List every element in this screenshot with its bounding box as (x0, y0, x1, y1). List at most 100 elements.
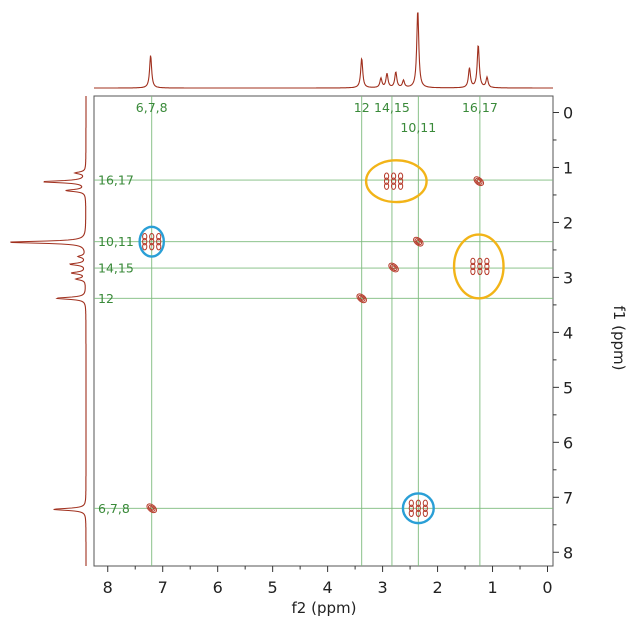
assignment-label-left: 12 (98, 291, 114, 306)
diagonal-peak (146, 503, 157, 514)
contour-ring (149, 237, 155, 246)
contour-ring (477, 257, 483, 266)
highlight-circle-blue (401, 492, 435, 525)
cross-peak (470, 257, 490, 276)
y-tick-label: 7 (563, 488, 573, 507)
x-tick-label: 7 (158, 578, 168, 597)
x-tick-label: 3 (377, 578, 387, 597)
f1-projection-spectrum (10, 96, 87, 566)
contour-ring (146, 503, 157, 514)
cross-peak (142, 232, 162, 251)
contour-ring (422, 509, 428, 517)
contour-ring (390, 177, 397, 185)
contour-ring (149, 232, 155, 241)
contour-ring (388, 262, 399, 273)
contour-ring (414, 238, 423, 246)
y-tick-label: 6 (563, 433, 573, 452)
contour-ring (383, 182, 390, 190)
contour-ring (477, 262, 483, 271)
contour-ring (484, 257, 490, 266)
highlight-circles (138, 159, 505, 525)
x-tick-label: 5 (268, 578, 278, 597)
y-axis: 0 1 2 3 4 5 6 7 8 (553, 103, 573, 562)
y-axis-label: f1 (ppm) (610, 306, 628, 371)
contour-ring (149, 242, 155, 251)
x-tick-label: 8 (103, 578, 113, 597)
contour-ring (142, 242, 148, 251)
x-tick-label: 2 (432, 578, 442, 597)
x-tick-label: 6 (213, 578, 223, 597)
contour-ring (415, 509, 421, 517)
x-tick-label: 1 (487, 578, 497, 597)
contour-ring (156, 232, 162, 241)
contour-ring (391, 265, 396, 270)
contour-ring (470, 267, 476, 276)
contour-ring (415, 504, 421, 512)
assignment-label-left: 14,15 (98, 261, 134, 276)
diagonal-peak (356, 293, 367, 304)
assignment-label-left: 10,11 (98, 234, 134, 249)
contour-ring (147, 504, 156, 512)
highlight-ellipse-yellow (452, 233, 505, 300)
highlight-ellipse-yellow (364, 159, 428, 204)
contour-ring (422, 504, 428, 512)
contour-ring (475, 177, 483, 185)
contour-ring (383, 172, 390, 180)
contour-ring (389, 263, 398, 272)
assignment-label-top: 6,7,8 (136, 100, 168, 115)
assignment-label-left: 16,17 (98, 173, 134, 188)
assignment-lines (94, 96, 553, 566)
assignment-label-left: 6,7,8 (98, 501, 130, 516)
contour-ring (470, 262, 476, 271)
contour-ring (470, 257, 476, 266)
contour-ring (390, 172, 397, 180)
f1-spectrum-trace (10, 96, 87, 566)
contour-ring (408, 509, 414, 517)
y-tick-label: 8 (563, 543, 573, 562)
x-tick-label: 0 (542, 578, 552, 597)
y-tick-label: 4 (563, 323, 573, 342)
diagonal-peak (388, 262, 399, 273)
assignment-label-top: 10,11 (400, 120, 436, 135)
contour-ring (356, 293, 367, 304)
diagonal-peak (473, 176, 485, 187)
contour-ring (408, 504, 414, 512)
contour-ring (390, 182, 397, 190)
cross-peaks (142, 172, 490, 517)
contour-ring (149, 506, 154, 511)
y-tick-label: 3 (563, 268, 573, 287)
assignment-label-top: 14,15 (374, 100, 410, 115)
assignment-label-top: 16,17 (462, 100, 498, 115)
y-tick-label: 1 (563, 158, 573, 177)
contour-ring (156, 237, 162, 246)
contour-ring (415, 499, 421, 507)
contour-ring (484, 262, 490, 271)
contour-ring (476, 179, 482, 184)
contour-ring (359, 296, 364, 301)
contour-ring (142, 232, 148, 241)
highlight-circle-blue (138, 225, 166, 258)
assignment-label-top: 12 (354, 100, 370, 115)
y-tick-label: 5 (563, 378, 573, 397)
x-axis: 8 7 6 5 4 3 2 1 0 (103, 566, 553, 597)
contour-ring (397, 177, 404, 185)
contour-ring (142, 237, 148, 246)
contour-ring (383, 177, 390, 185)
diagonal-peak (413, 236, 424, 247)
y-tick-label: 2 (563, 213, 573, 232)
contour-ring (484, 267, 490, 276)
contour-ring (408, 499, 414, 507)
contour-ring (397, 172, 404, 180)
cross-peak (383, 172, 404, 190)
cross-peak (408, 499, 428, 517)
x-tick-label: 4 (323, 578, 333, 597)
contour-ring (413, 236, 424, 247)
contour-ring (422, 499, 428, 507)
contour-ring (416, 239, 421, 244)
x-axis-label: f2 (ppm) (292, 599, 357, 617)
assignment-labels: 6,7,8 6,7,8 12 12 14,15 14,15 10,11 10,11 16,17 1… (98, 100, 498, 516)
contour-ring (357, 294, 366, 302)
plot-frame (93, 95, 554, 567)
contour-ring (477, 267, 483, 276)
